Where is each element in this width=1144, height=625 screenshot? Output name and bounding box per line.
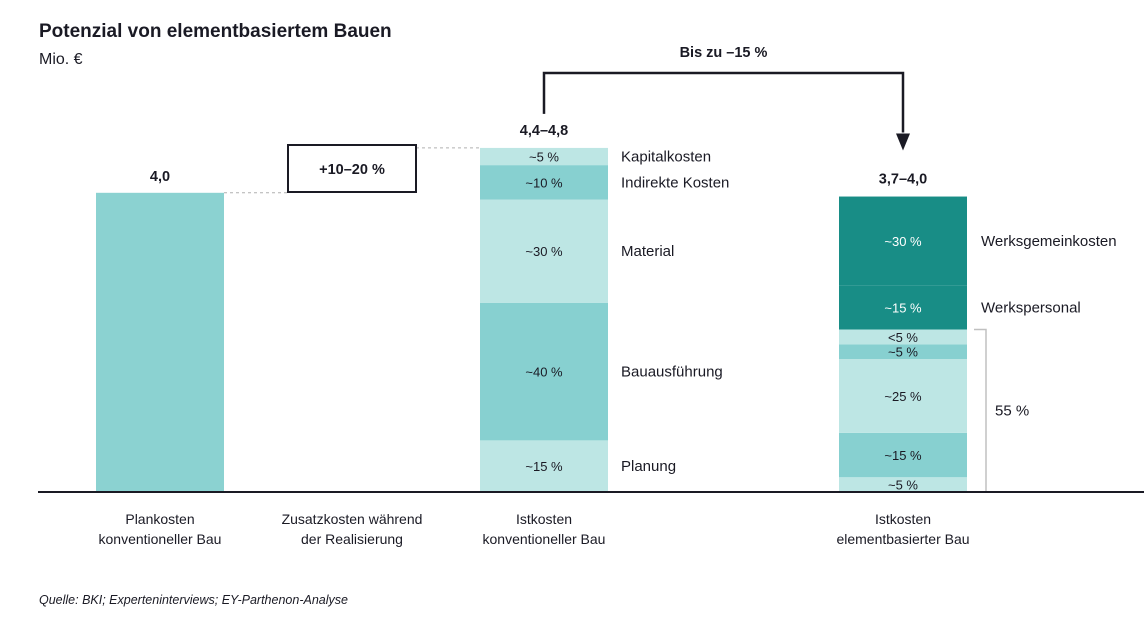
arrow-head-icon <box>896 133 910 151</box>
istkosten-konv-segment-value-3: ~10 % <box>525 175 563 190</box>
reduction-arrow-line <box>542 71 905 133</box>
istkosten-konv-segment-kapitalkosten <box>480 147 608 166</box>
istkosten-konv-segment-value-0: ~15 % <box>525 459 563 474</box>
bracket-55 <box>974 328 987 493</box>
istkosten-konv-segment-name-1: Bauausführung <box>621 364 723 381</box>
increase-label: +10–20 % <box>319 162 385 178</box>
istkosten-elem-segment-name-5: Werkspersonal <box>981 299 1081 316</box>
reduction-label: Bis zu –15 % <box>680 45 768 61</box>
istkosten-elem-segment-value-5: ~15 % <box>884 300 922 315</box>
istkosten-elem-segment-3 <box>839 344 967 360</box>
total-label-plankosten: 4,0 <box>150 169 170 185</box>
source-note: Quelle: BKI; Experteninterviews; EY-Part… <box>39 593 348 607</box>
istkosten-elem-segment-value-2: ~25 % <box>884 389 922 404</box>
istkosten-konv-segment-bauausf-hrung <box>480 302 608 441</box>
istkosten-elem-segment-0 <box>839 477 967 492</box>
category-label-2-1: konventioneller Bau <box>483 531 606 547</box>
category-label-2-0: Istkosten <box>516 511 572 527</box>
category-label-1-0: Zusatzkosten während <box>282 511 423 527</box>
istkosten-elem-segment-value-0: ~5 % <box>888 478 918 493</box>
istkosten-konv-segment-value-2: ~30 % <box>525 244 563 259</box>
istkosten-elem-segment-4 <box>839 329 967 345</box>
category-label-3-0: Istkosten <box>875 511 931 527</box>
istkosten-elem-total-label: 3,7–4,0 <box>879 172 927 188</box>
unit-label: Mio. € <box>39 51 83 68</box>
category-label-3-1: elementbasierter Bau <box>836 531 969 547</box>
bar-plankosten <box>96 192 224 493</box>
category-label-0-1: konventioneller Bau <box>99 531 222 547</box>
istkosten-konv-segment-name-3: Indirekte Kosten <box>621 174 729 191</box>
istkosten-elem-segment-value-1: ~15 % <box>884 448 922 463</box>
istkosten-konv-segment-name-4: Kapitalkosten <box>621 149 711 166</box>
istkosten-elem-segment-werksgemeinkosten <box>839 196 967 286</box>
istkosten-konv-segment-name-0: Planung <box>621 458 676 475</box>
increase-box <box>287 144 417 193</box>
istkosten-konv-segment-material <box>480 199 608 303</box>
bracket-label: 55 % <box>995 403 1029 420</box>
chart-title: Potenzial von elementbasiertem Bauen <box>39 21 392 42</box>
istkosten-konv-segment-value-4: ~5 % <box>529 150 559 165</box>
istkosten-elem-segment-value-3: ~5 % <box>888 345 918 360</box>
istkosten-elem-segment-value-4: <5 % <box>888 330 918 345</box>
istkosten-elem-segment-name-6: Werksgemeinkosten <box>981 233 1117 250</box>
istkosten-elem-segment-2 <box>839 359 967 433</box>
istkosten-elem-segment-value-6: ~30 % <box>884 234 922 249</box>
istkosten-konv-total-label: 4,4–4,8 <box>520 123 568 139</box>
istkosten-elem-segment-werkspersonal <box>839 285 967 330</box>
istkosten-konv-segment-planung <box>480 440 608 492</box>
category-label-0-0: Plankosten <box>125 511 194 527</box>
istkosten-elem-segment-1 <box>839 432 967 478</box>
istkosten-konv-segment-value-1: ~40 % <box>525 365 563 380</box>
istkosten-konv-segment-indirekte-kosten <box>480 165 608 200</box>
category-label-1-1: der Realisierung <box>301 531 403 547</box>
istkosten-konv-segment-name-2: Material <box>621 243 674 260</box>
